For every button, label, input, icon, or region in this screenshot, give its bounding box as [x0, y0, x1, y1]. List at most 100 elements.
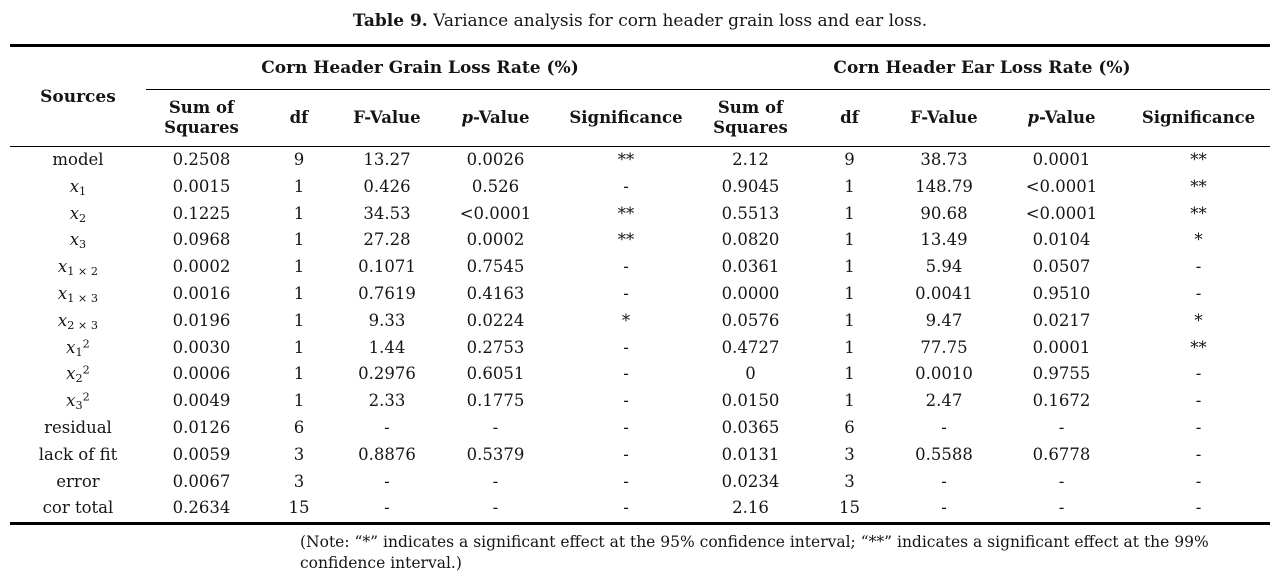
cell-grain-sum-of-squares: 0.0002: [172, 257, 231, 277]
cell-ear-p-value: -: [1058, 417, 1065, 437]
cell-grain-f-value: -: [384, 471, 390, 491]
cell-ear-p-value: -: [1058, 471, 1065, 491]
cell-grain-sum-of-squares: 0.0016: [172, 283, 231, 303]
cell-ear-df: 3: [844, 444, 855, 464]
cell-ear-df: 1: [844, 203, 855, 223]
cell-grain-df: 3: [293, 471, 305, 491]
cell-grain-sum-of-squares: 0.0059: [172, 444, 231, 464]
source-cell: x22: [66, 363, 90, 386]
source-cell: x1 × 3: [57, 283, 99, 306]
italic-letter: p: [461, 108, 474, 127]
col-header-grain-df: df: [256, 89, 341, 147]
cell-ear-significance: -: [1195, 391, 1202, 411]
cell-ear-sum-of-squares: 2.16: [732, 498, 769, 518]
cell-grain-df: 1: [293, 391, 305, 411]
cell-ear-sum-of-squares: 0.0361: [721, 257, 780, 277]
cell-ear-significance: **: [1190, 337, 1207, 357]
source-cell: x2: [69, 203, 87, 225]
cell-grain-significance: -: [623, 283, 629, 303]
cell-ear-f-value: -: [941, 417, 947, 437]
source-cell: lack of fit: [38, 444, 118, 464]
cell-grain-sum-of-squares: 0.0030: [172, 337, 231, 357]
cell-ear-df: 1: [844, 230, 855, 250]
cell-ear-sum-of-squares: 0.0131: [721, 444, 780, 464]
cell-grain-p-value: 0.2753: [466, 337, 525, 357]
cell-grain-df: 1: [293, 257, 305, 277]
cell-grain-df: 1: [293, 364, 305, 384]
cell-ear-significance: -: [1195, 498, 1202, 518]
source-cell: cor total: [42, 498, 114, 518]
source-cell: error: [56, 471, 100, 491]
source-cell: x3: [69, 230, 87, 252]
cell-grain-significance: -: [623, 417, 629, 437]
cell-grain-significance: -: [623, 176, 629, 196]
cell-ear-p-value: <0.0001: [1025, 203, 1098, 223]
col-header-ear-f-value: F-Value: [891, 89, 996, 147]
table-row: x1 × 3 0.0016 1 0.7619 0.4163 - 0.0000 1 0.0041 0…: [10, 281, 1270, 308]
cell-ear-df: 1: [844, 257, 855, 277]
source-cell: x1 × 2: [57, 257, 99, 279]
cell-ear-significance: -: [1195, 417, 1202, 437]
cell-grain-f-value: 27.28: [363, 230, 411, 250]
cell-ear-f-value: 0.0041: [915, 283, 973, 303]
cell-grain-df: 1: [293, 230, 305, 250]
cell-grain-sum-of-squares: 0.2634: [172, 498, 231, 518]
table-row: x12 0.0030 1 1.44 0.2753 - 0.4727 1 77.75 0.0001 *…: [10, 335, 1270, 362]
col-header-ear-significance: Significance: [1126, 89, 1271, 147]
cell-ear-sum-of-squares: 0.0365: [721, 417, 780, 437]
col-header-grain-f-value: F-Value: [340, 89, 433, 147]
table-row: residual 0.0126 6 - - - 0.0365 6 - - -: [10, 415, 1270, 442]
table-footnote: (Note: “*” indicates a significant effec…: [300, 533, 1209, 573]
table-row: x1 0.0015 1 0.426 0.526 - 0.9045 1 148.79 <0.0001…: [10, 174, 1270, 201]
cell-grain-df: 1: [293, 283, 305, 303]
sources-header: Sources: [9, 45, 146, 147]
source-cell: x12: [66, 336, 90, 359]
cell-grain-significance: -: [623, 444, 629, 464]
cell-grain-df: 15: [288, 498, 310, 518]
cell-ear-f-value: 148.79: [915, 176, 973, 196]
cell-ear-significance: -: [1195, 364, 1202, 384]
cell-ear-significance: **: [1190, 203, 1207, 223]
cell-grain-f-value: 0.8876: [358, 444, 416, 464]
table-row: x3 0.0968 1 27.28 0.0002 ** 0.0820 1 13.49 0.0104…: [10, 227, 1270, 254]
cell-grain-significance: -: [623, 471, 629, 491]
cell-grain-significance: -: [623, 391, 629, 411]
cell-grain-df: 1: [293, 203, 305, 223]
cell-grain-p-value: 0.5379: [466, 444, 525, 464]
cell-grain-significance: **: [617, 150, 635, 169]
col-header-grain-significance: Significance: [557, 89, 694, 147]
cell-grain-f-value: -: [384, 417, 390, 437]
table-body: model 0.2508 9 13.27 0.0026 ** 2.12 9 38.73 0.000…: [10, 147, 1270, 524]
cell-ear-p-value: 0.9755: [1032, 364, 1091, 384]
cell-ear-significance: -: [1195, 444, 1202, 464]
cell-grain-df: 1: [293, 310, 305, 330]
cell-grain-sum-of-squares: 0.0968: [172, 230, 231, 250]
cell-grain-p-value: 0.0002: [466, 230, 525, 250]
cell-ear-f-value: 0.5588: [915, 444, 973, 464]
cell-ear-sum-of-squares: 2.12: [732, 150, 769, 169]
column-header-row: Sum of Squares df F-Value p-Value Significan…: [10, 89, 1271, 147]
cell-ear-p-value: 0.0001: [1032, 150, 1091, 169]
table-caption-text: Variance analysis for corn header grain …: [427, 11, 928, 31]
cell-ear-f-value: 2.47: [925, 391, 963, 411]
cell-grain-sum-of-squares: 0.0015: [172, 176, 231, 196]
col-header-grain-sum-of-squares: Sum of Squares: [145, 89, 257, 147]
cell-ear-p-value: <0.0001: [1025, 176, 1098, 196]
cell-ear-f-value: 38.73: [920, 150, 968, 169]
cell-grain-f-value: 9.33: [368, 310, 406, 330]
cell-ear-df: 1: [844, 283, 855, 303]
table-row: error 0.0067 3 - - - 0.0234 3 - - -: [10, 469, 1270, 496]
cell-grain-df: 9: [293, 150, 305, 169]
cell-grain-significance: -: [623, 498, 629, 518]
cell-grain-p-value: 0.4163: [466, 283, 525, 303]
cell-ear-sum-of-squares: 0.0000: [721, 283, 780, 303]
cell-ear-f-value: 90.68: [920, 203, 968, 223]
cell-ear-p-value: 0.0104: [1032, 230, 1091, 250]
cell-grain-p-value: -: [492, 471, 499, 491]
cell-grain-significance: **: [617, 203, 635, 223]
col-header-ear-df: df: [806, 89, 892, 147]
cell-grain-p-value: 0.526: [471, 176, 520, 196]
cell-grain-significance: *: [621, 310, 631, 330]
cell-ear-f-value: 13.49: [920, 230, 968, 250]
